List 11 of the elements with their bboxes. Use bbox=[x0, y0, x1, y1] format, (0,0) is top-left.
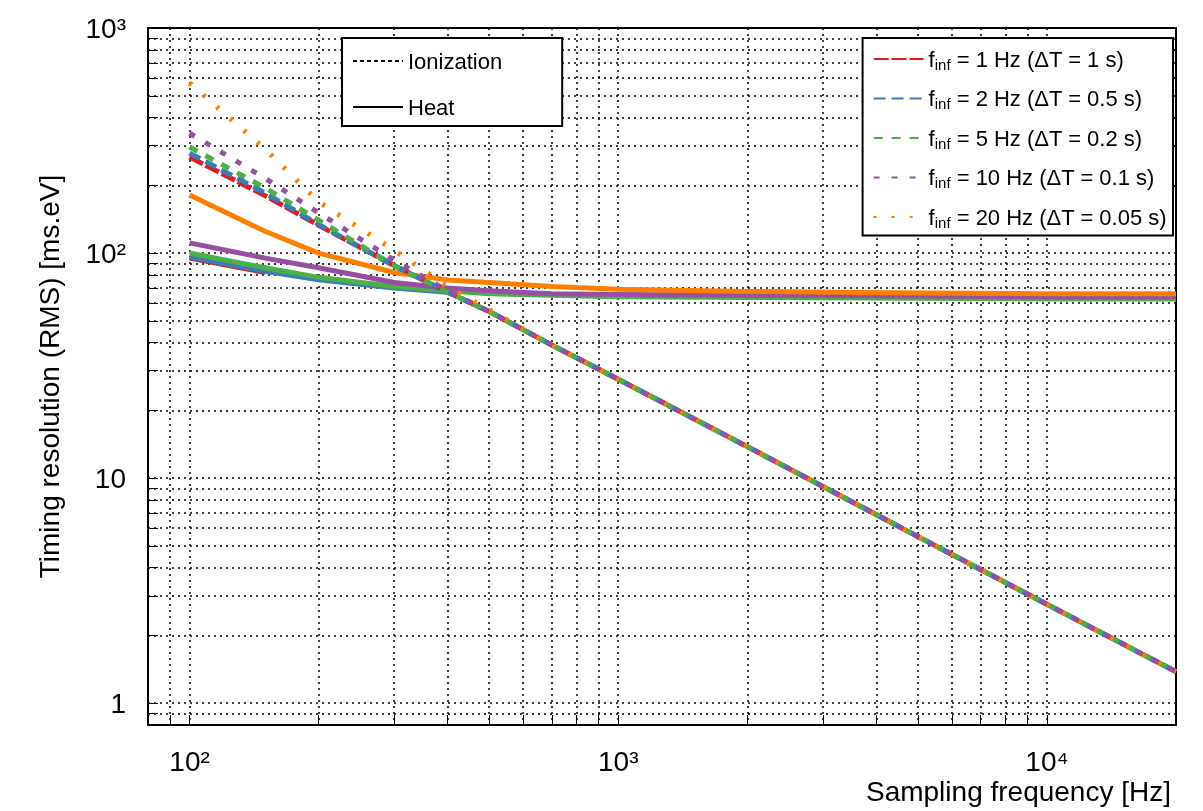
y-tick-label: 10² bbox=[85, 237, 126, 269]
y-axis-title: Timing resolution (RMS) [ms.eV] bbox=[33, 174, 65, 579]
x-tick-label: 10⁴ bbox=[1025, 745, 1069, 777]
legend-label: Ionization bbox=[408, 48, 503, 74]
y-tick-label: 1 bbox=[110, 687, 126, 719]
y-tick-label: 10 bbox=[94, 462, 126, 494]
x-axis-title: Sampling frequency [Hz] bbox=[865, 775, 1172, 807]
y-tick-label: 10³ bbox=[85, 12, 126, 44]
legend-label: Heat bbox=[408, 94, 455, 120]
x-tick-label: 10² bbox=[169, 745, 210, 777]
x-tick-label: 10³ bbox=[598, 745, 639, 777]
